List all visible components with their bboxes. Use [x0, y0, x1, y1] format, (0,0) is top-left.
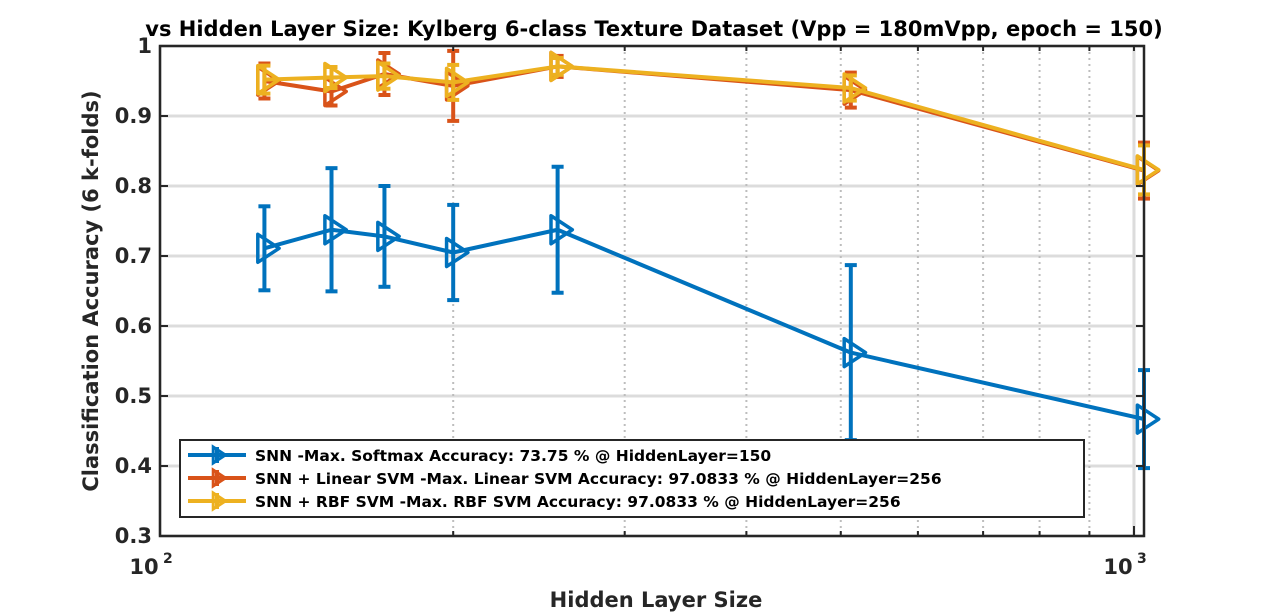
legend-marker: [211, 490, 229, 512]
x-tick-label: 10: [129, 555, 158, 579]
series-line: [264, 64, 1145, 172]
data-point: [1135, 403, 1161, 435]
chart-title: vs Hidden Layer Size: Kylberg 6-class Te…: [145, 17, 1162, 41]
data-point: [842, 72, 868, 104]
legend: SNN -Max. Softmax Accuracy: 73.75 % @ Hi…: [179, 439, 1085, 518]
data-point: [444, 66, 470, 99]
legend-box: [179, 439, 1085, 518]
x-tick-exponent: 3: [1137, 551, 1147, 567]
legend-marker: [211, 444, 229, 466]
data-point: [323, 214, 348, 246]
data-point: [1135, 154, 1161, 186]
data-point: [842, 336, 868, 369]
legend-entry-1: SNN + Linear SVM -Max. Linear SVM Accura…: [188, 467, 942, 489]
y-tick-label: 0.4: [115, 454, 152, 478]
y-tick-label: 0.6: [115, 314, 152, 338]
data-point: [444, 236, 470, 269]
y-tick-label: 0.7: [115, 244, 152, 268]
data-point: [256, 232, 281, 265]
series-layer: [256, 48, 1161, 471]
data-point: [549, 50, 575, 83]
y-tick-label: 0.5: [115, 384, 152, 408]
data-point: [256, 63, 281, 96]
legend-label: SNN + RBF SVM -Max. RBF SVM Accuracy: 97…: [255, 493, 901, 511]
tick-layer: 0.3 0.4 0.5 0.6 0.7 0.8 0.9 1 10 2 10 3: [115, 34, 1147, 579]
data-point: [549, 214, 575, 246]
y-tick-label: 0.8: [115, 174, 152, 198]
legend-label: SNN -Max. Softmax Accuracy: 73.75 % @ Hi…: [255, 447, 771, 465]
y-tick-label: 0.9: [115, 104, 152, 128]
x-tick-label: 10: [1103, 555, 1132, 579]
series-0: [256, 164, 1161, 471]
x-axis-label: Hidden Layer Size: [550, 588, 763, 612]
legend-marker: [211, 467, 229, 489]
legend-entry-0: SNN -Max. Softmax Accuracy: 73.75 % @ Hi…: [188, 444, 771, 466]
plot-frame: [158, 44, 1146, 538]
legend-label: SNN + Linear SVM -Max. Linear SVM Accura…: [255, 470, 942, 488]
data-point: [376, 60, 401, 92]
data-point: [376, 220, 401, 253]
y-tick-label: 1: [137, 34, 152, 58]
data-point: [323, 61, 348, 94]
x-tick-exponent: 2: [163, 551, 173, 567]
y-axis-label: Classification Accuracy (6 k-folds): [79, 90, 103, 491]
legend-entry-2: SNN + RBF SVM -Max. RBF SVM Accuracy: 97…: [188, 490, 901, 512]
series-2: [256, 50, 1161, 197]
series-line: [263, 227, 1145, 422]
y-tick-label: 0.3: [115, 524, 152, 548]
